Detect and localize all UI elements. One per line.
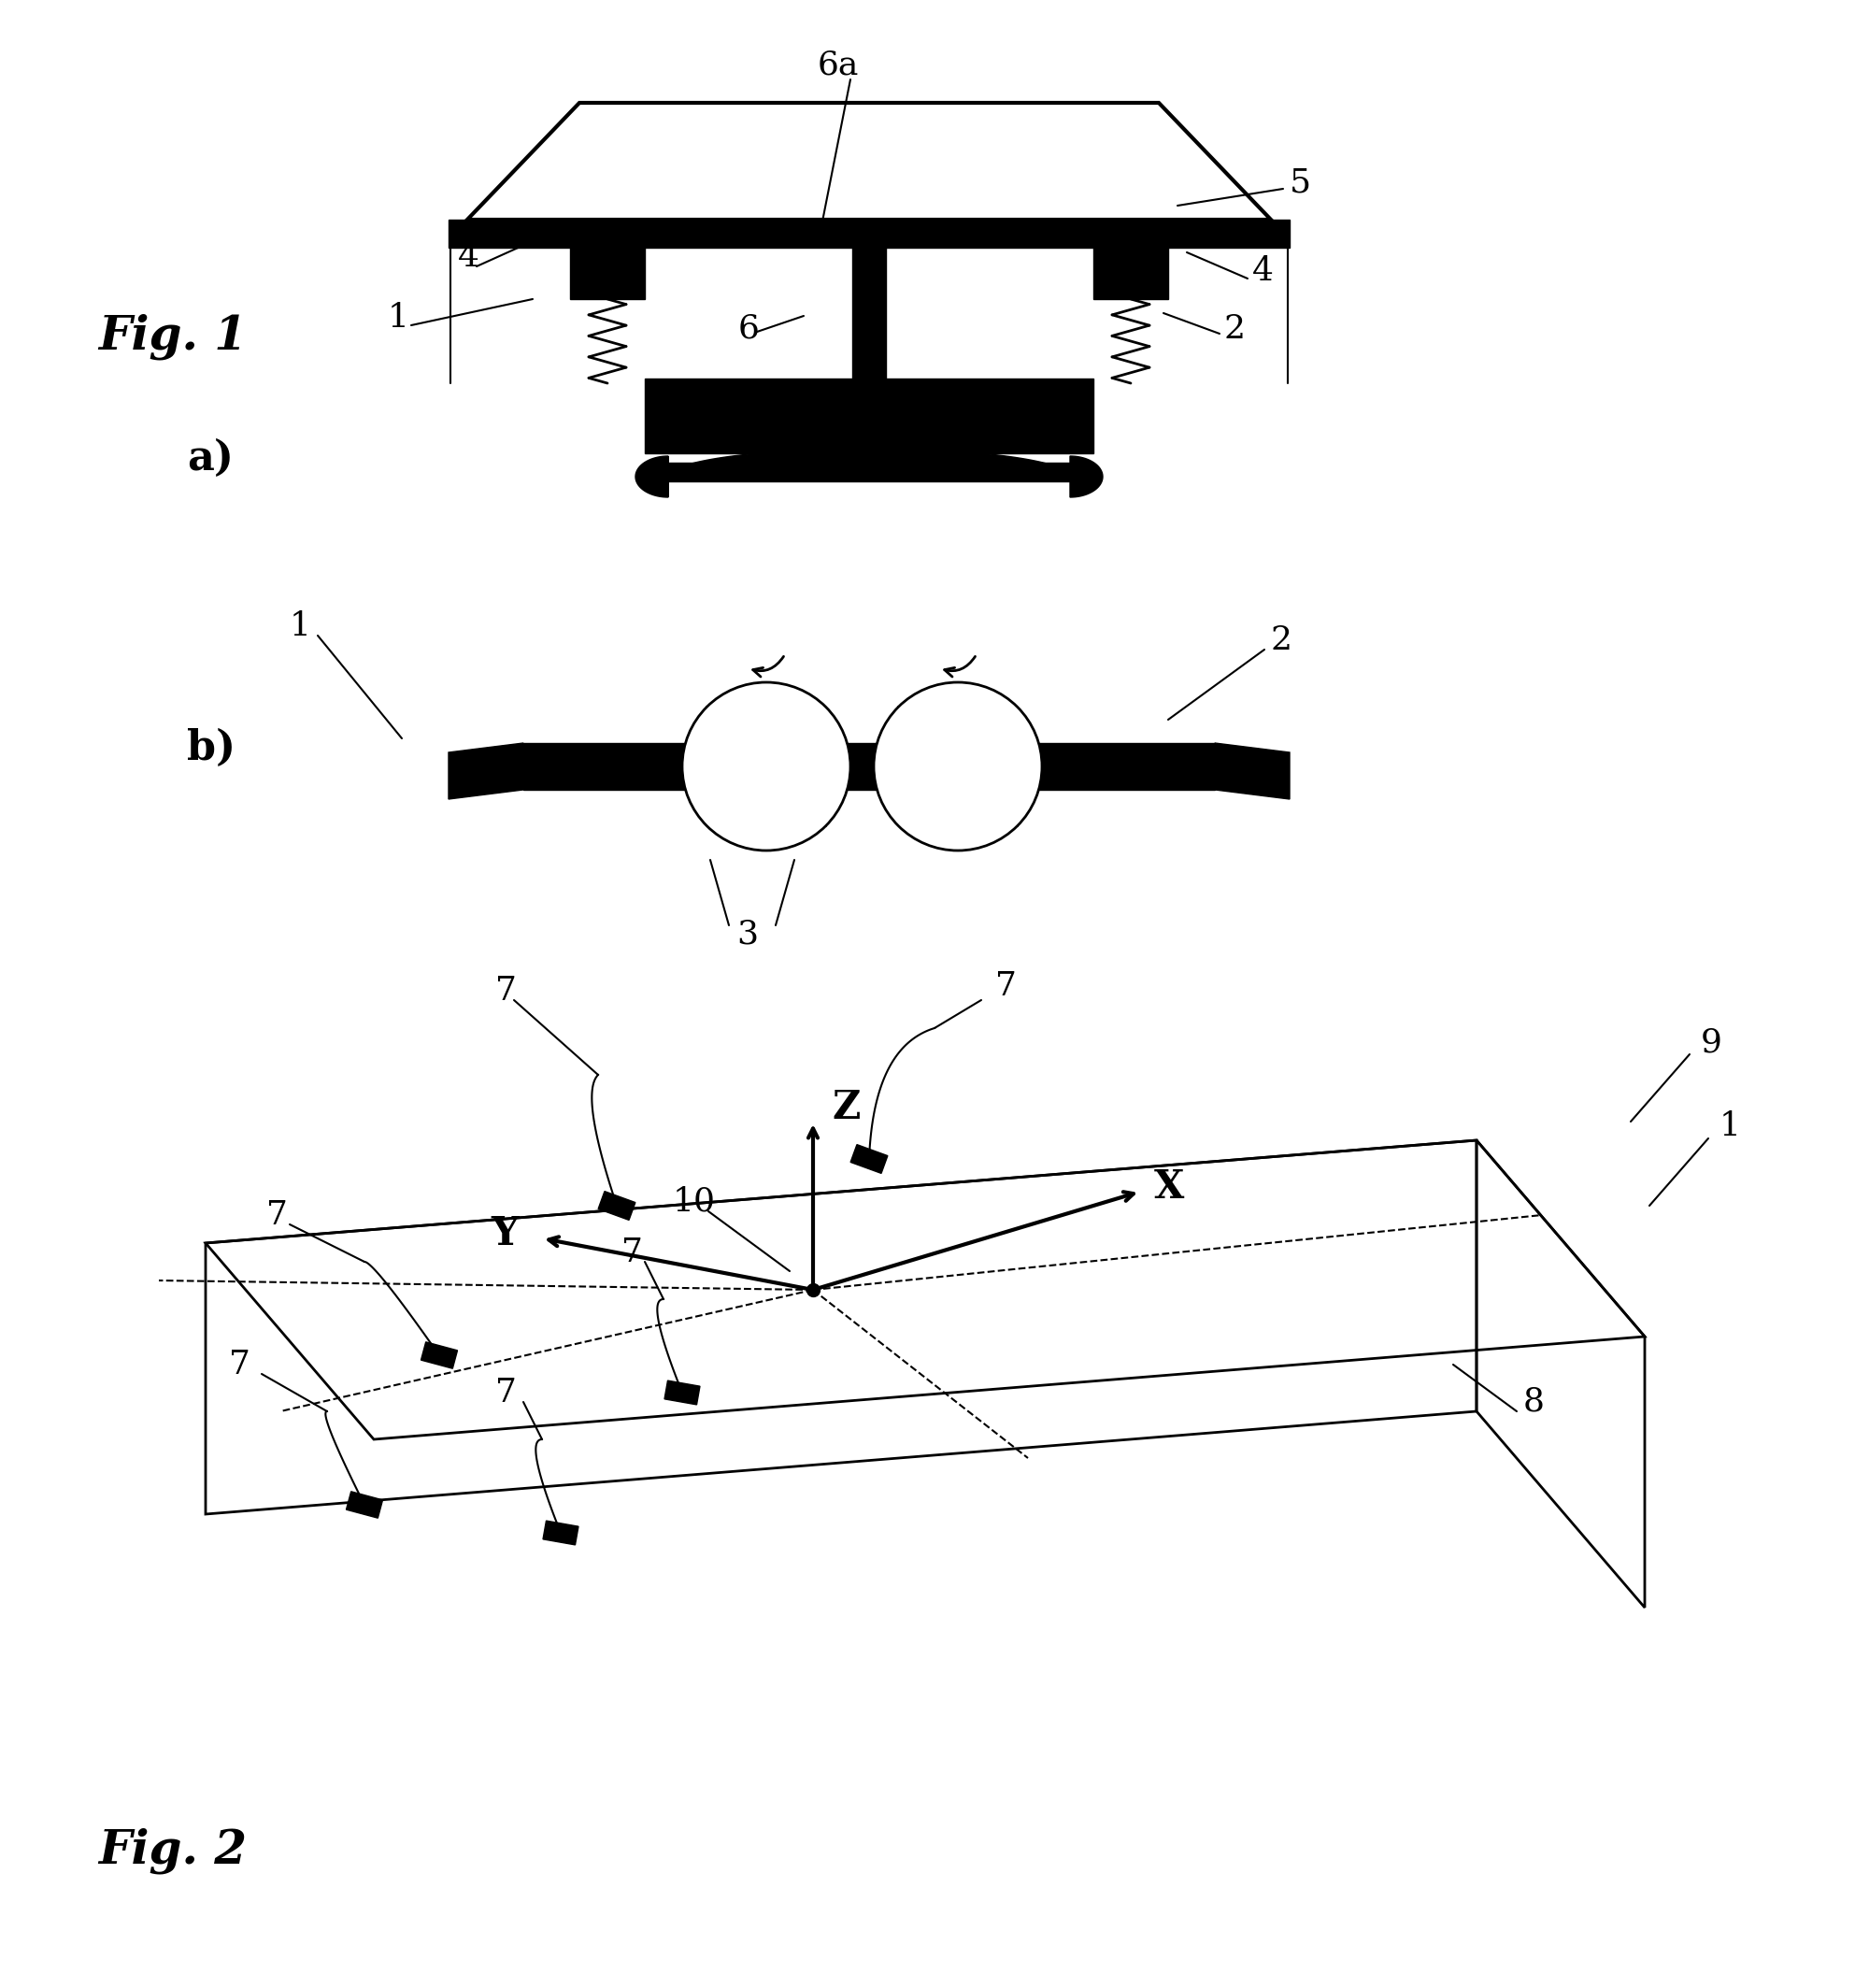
Polygon shape xyxy=(421,1342,458,1368)
Bar xyxy=(569,248,646,298)
Text: Z: Z xyxy=(831,1087,861,1127)
Text: b): b) xyxy=(187,728,236,767)
Bar xyxy=(646,378,1093,453)
Polygon shape xyxy=(664,1380,699,1406)
Text: 7: 7 xyxy=(621,1237,644,1268)
Circle shape xyxy=(683,682,850,851)
Text: 7: 7 xyxy=(495,974,518,1006)
Text: Y: Y xyxy=(490,1215,518,1252)
Text: Fig. 2: Fig. 2 xyxy=(98,1827,247,1875)
Polygon shape xyxy=(668,449,1070,477)
Bar xyxy=(523,744,1215,789)
Text: 1: 1 xyxy=(388,302,410,334)
Text: 1: 1 xyxy=(1720,1111,1742,1143)
Text: 9: 9 xyxy=(1701,1026,1721,1058)
Polygon shape xyxy=(544,1521,579,1545)
Polygon shape xyxy=(449,744,523,799)
Text: 7: 7 xyxy=(228,1348,250,1380)
Polygon shape xyxy=(851,1145,889,1173)
Text: 2: 2 xyxy=(1224,312,1247,344)
Text: Fig. 1: Fig. 1 xyxy=(98,314,247,360)
Text: 8: 8 xyxy=(1523,1386,1545,1417)
Polygon shape xyxy=(1070,455,1102,497)
Bar xyxy=(449,219,1289,248)
Polygon shape xyxy=(636,455,668,497)
Text: 4: 4 xyxy=(1252,254,1274,286)
Bar xyxy=(851,248,887,392)
Polygon shape xyxy=(1215,744,1289,799)
Polygon shape xyxy=(597,1191,636,1221)
Text: a): a) xyxy=(187,437,234,477)
Circle shape xyxy=(874,682,1043,851)
Text: 1: 1 xyxy=(289,610,312,642)
Text: X: X xyxy=(1154,1167,1183,1207)
Bar xyxy=(1093,248,1169,298)
Text: 10: 10 xyxy=(673,1185,716,1217)
Text: 5: 5 xyxy=(1289,167,1311,199)
Text: 6: 6 xyxy=(738,312,761,344)
Bar xyxy=(859,392,879,415)
Bar xyxy=(668,463,1070,481)
Text: 3: 3 xyxy=(736,918,759,950)
Text: 2: 2 xyxy=(1271,624,1293,656)
Text: 7: 7 xyxy=(996,970,1017,1002)
Text: 7: 7 xyxy=(495,1378,518,1409)
Text: 7: 7 xyxy=(267,1199,288,1231)
Text: 6a: 6a xyxy=(818,50,859,82)
Polygon shape xyxy=(347,1491,382,1519)
Text: 4: 4 xyxy=(458,241,479,272)
